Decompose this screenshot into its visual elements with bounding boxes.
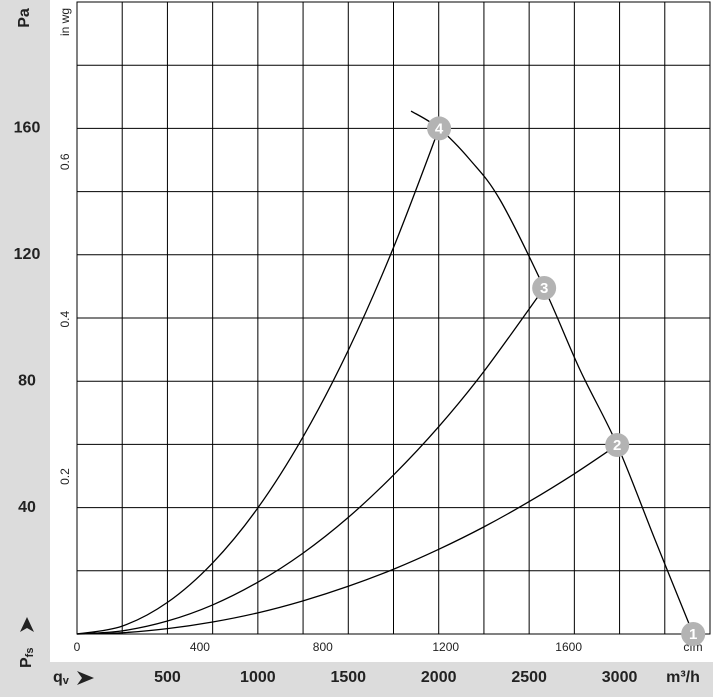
curve <box>76 444 618 635</box>
x-tick-label: 2500 <box>511 669 547 686</box>
operating-point-label: 2 <box>613 437 621 454</box>
y-symbol-main: P <box>18 657 35 668</box>
operating-point-label: 3 <box>540 280 548 297</box>
y2-tick-label: 0.2 <box>58 468 72 485</box>
y-axis-label: Pa <box>16 8 33 28</box>
curve <box>76 128 440 635</box>
x-symbol-main: q <box>53 669 63 686</box>
x-symbol-sub: v <box>63 675 70 687</box>
curve <box>76 287 545 635</box>
x2-tick-label: 1200 <box>432 640 459 654</box>
bottom-band <box>0 662 713 697</box>
operating-point-label: 4 <box>435 120 444 137</box>
x-axis-label: m³/h <box>666 669 700 686</box>
operating-point <box>427 116 452 141</box>
y2-tick-label: 0.6 <box>58 153 72 170</box>
x-arrow <box>77 671 94 685</box>
y2-axis-label: in wg <box>58 8 72 36</box>
plot-frame <box>76 1 711 635</box>
y-tick-label: 120 <box>14 246 41 263</box>
x-tick-label: 1500 <box>330 669 366 686</box>
x2-tick-label: 1600 <box>555 640 582 654</box>
y-tick-label: 80 <box>18 372 36 389</box>
x-tick-label: 2000 <box>421 669 457 686</box>
curve <box>410 110 694 635</box>
operating-point <box>532 275 557 300</box>
y-symbol: Pfs <box>18 648 36 668</box>
left-band <box>0 0 50 697</box>
operating-point <box>605 433 630 458</box>
operating-point <box>681 622 706 646</box>
y-tick-label: 40 <box>18 499 36 516</box>
x-tick-label: 1000 <box>240 669 276 686</box>
y-arrow <box>20 617 34 632</box>
x2-tick-label: 800 <box>313 640 333 654</box>
y2-tick-label: 0.4 <box>58 311 72 328</box>
grid <box>77 2 710 634</box>
x-symbol: qv <box>53 669 70 687</box>
y-tick-label: 160 <box>14 120 41 137</box>
x-tick-label: 500 <box>154 669 181 686</box>
operating-point-label: 1 <box>689 626 697 643</box>
x-tick-label: 3000 <box>602 669 638 686</box>
y-symbol-sub: fs <box>24 648 36 658</box>
x2-tick-label: 0 <box>74 640 81 654</box>
x2-tick-label: 400 <box>190 640 210 654</box>
